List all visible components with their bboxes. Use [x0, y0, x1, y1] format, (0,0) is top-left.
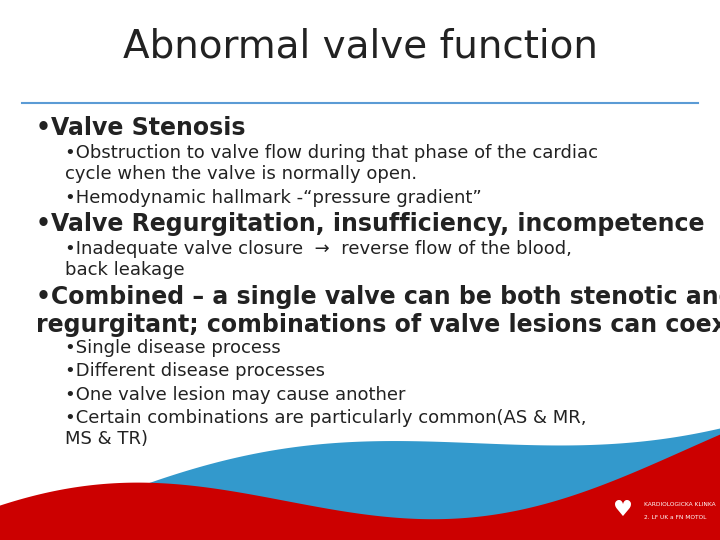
Polygon shape — [0, 435, 720, 540]
Text: •Certain combinations are particularly common(AS & MR,
MS & TR): •Certain combinations are particularly c… — [65, 409, 586, 448]
Text: •Valve Stenosis: •Valve Stenosis — [36, 116, 246, 140]
Text: •Combined – a single valve can be both stenotic and
regurgitant; combinations of: •Combined – a single valve can be both s… — [36, 285, 720, 337]
Text: •Inadequate valve closure  →  reverse flow of the blood,
back leakage: •Inadequate valve closure → reverse flow… — [65, 240, 572, 279]
Text: •One valve lesion may cause another: •One valve lesion may cause another — [65, 386, 405, 403]
Text: KARDIOLOGICKA KLINKA: KARDIOLOGICKA KLINKA — [644, 502, 716, 508]
Text: 2. LF UK a FN MOTOL: 2. LF UK a FN MOTOL — [644, 515, 707, 520]
Text: ♥: ♥ — [613, 500, 633, 521]
Text: •Obstruction to valve flow during that phase of the cardiac
cycle when the valve: •Obstruction to valve flow during that p… — [65, 144, 598, 183]
Text: Abnormal valve function: Abnormal valve function — [122, 27, 598, 65]
Text: •Hemodynamic hallmark -“pressure gradient”: •Hemodynamic hallmark -“pressure gradien… — [65, 189, 482, 207]
Text: •Single disease process: •Single disease process — [65, 339, 281, 357]
Text: •Valve Regurgitation, insufficiency, incompetence: •Valve Regurgitation, insufficiency, inc… — [36, 212, 704, 236]
Text: •Different disease processes: •Different disease processes — [65, 362, 325, 380]
Polygon shape — [0, 429, 720, 540]
